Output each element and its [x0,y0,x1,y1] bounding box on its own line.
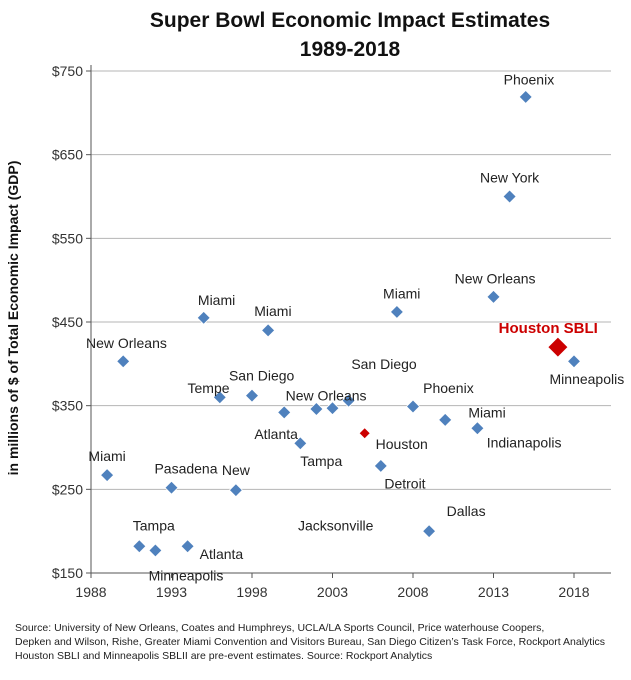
data-point [309,401,324,417]
y-tick-label: $450 [52,314,83,330]
point-label: Detroit [384,475,425,491]
point-label: San Diego [351,356,417,372]
data-point [212,390,227,405]
point-label: Miami [88,448,125,464]
point-label: Miami [254,303,291,319]
tick-labels: $150 $250 $350 $450 $550 $650 $750 1988 1993 1998… [52,63,590,600]
data-point [518,89,533,105]
data-point [389,304,404,320]
point-label: Pasadena [154,460,217,476]
point-label: Minneapolis [550,371,625,387]
data-point [422,524,437,539]
data-point [116,354,131,369]
y-tick-label: $250 [52,481,83,497]
point-label: Miami [383,286,420,302]
data-point [196,310,211,325]
y-tick-label: $650 [52,147,83,163]
source-line-3: Houston SBLI and Minneapolis SBLII are p… [15,650,433,662]
point-label: Tempe [188,380,230,396]
data-point [566,354,582,369]
point-label: Phoenix [504,71,555,87]
data-point [180,539,195,554]
data-point [502,189,517,204]
point-label: Phoenix [423,380,474,396]
x-tick-label: 2003 [317,584,348,600]
data-point [486,289,501,304]
data-point [405,399,421,414]
data-point [470,421,485,436]
point-labels: Miami New Orleans Tampa Minneapolis Pasadena… [86,71,624,583]
highlight-label: Houston SBLI [499,320,598,337]
houston-data-point [358,427,371,440]
data-point [228,483,243,498]
data-point [373,458,388,473]
x-tick-label: 2018 [558,584,589,600]
point-label: Houston [376,436,428,452]
data-point [277,405,292,420]
point-label: New [222,462,251,478]
data-point [325,401,340,416]
x-tick-label: 2008 [397,584,428,600]
data-point [341,393,356,408]
data-point [261,323,276,338]
scatter-chart: Super Bowl Economic Impact Estimates 198… [5,9,624,600]
source-line-2: Depken and Wilson, Rishe, Greater Miami … [15,636,606,648]
data-point [164,480,179,495]
source-note: Source: University of New Orleans, Coate… [15,621,631,663]
data-point [132,539,147,554]
point-label: Minneapolis [149,568,224,584]
point-label: Atlanta [254,426,298,442]
point-label: Dallas [447,503,486,519]
point-label: New Orleans [286,388,367,404]
x-tick-label: 2013 [478,584,509,600]
point-label: New York [480,169,540,185]
point-label: Atlanta [200,546,244,562]
data-point [148,543,163,558]
y-axis-label: in millions of $ of Total Economic Impac… [5,161,21,476]
chart-title-line2: 1989-2018 [300,38,401,61]
x-tick-label: 1993 [156,584,187,600]
source-line-1: Source: University of New Orleans, Coate… [15,622,545,634]
gridlines [91,70,611,490]
y-tick-label: $350 [52,398,83,414]
point-label: Tampa [133,517,175,533]
point-label: Indianapolis [487,434,562,450]
chart-title-line1: Super Bowl Economic Impact Estimates [150,9,550,32]
houston-data-point [547,336,569,358]
data-points [100,89,582,558]
data-point [293,436,308,451]
axes [86,65,611,578]
y-tick-label: $550 [52,230,83,246]
x-tick-label: 1988 [75,584,106,600]
point-label: New Orleans [86,335,167,351]
x-tick-label: 1998 [236,584,267,600]
point-label: New Orleans [455,270,536,286]
y-tick-label: $750 [52,63,83,79]
point-label: Miami [198,292,235,308]
point-label: Tampa [300,453,342,469]
point-label: Jacksonville [298,517,374,533]
y-tick-label: $150 [52,565,83,581]
data-point [244,388,260,403]
point-label: Miami [468,404,505,420]
point-label: San Diego [229,368,295,384]
data-point [438,412,453,427]
data-point [100,468,115,483]
